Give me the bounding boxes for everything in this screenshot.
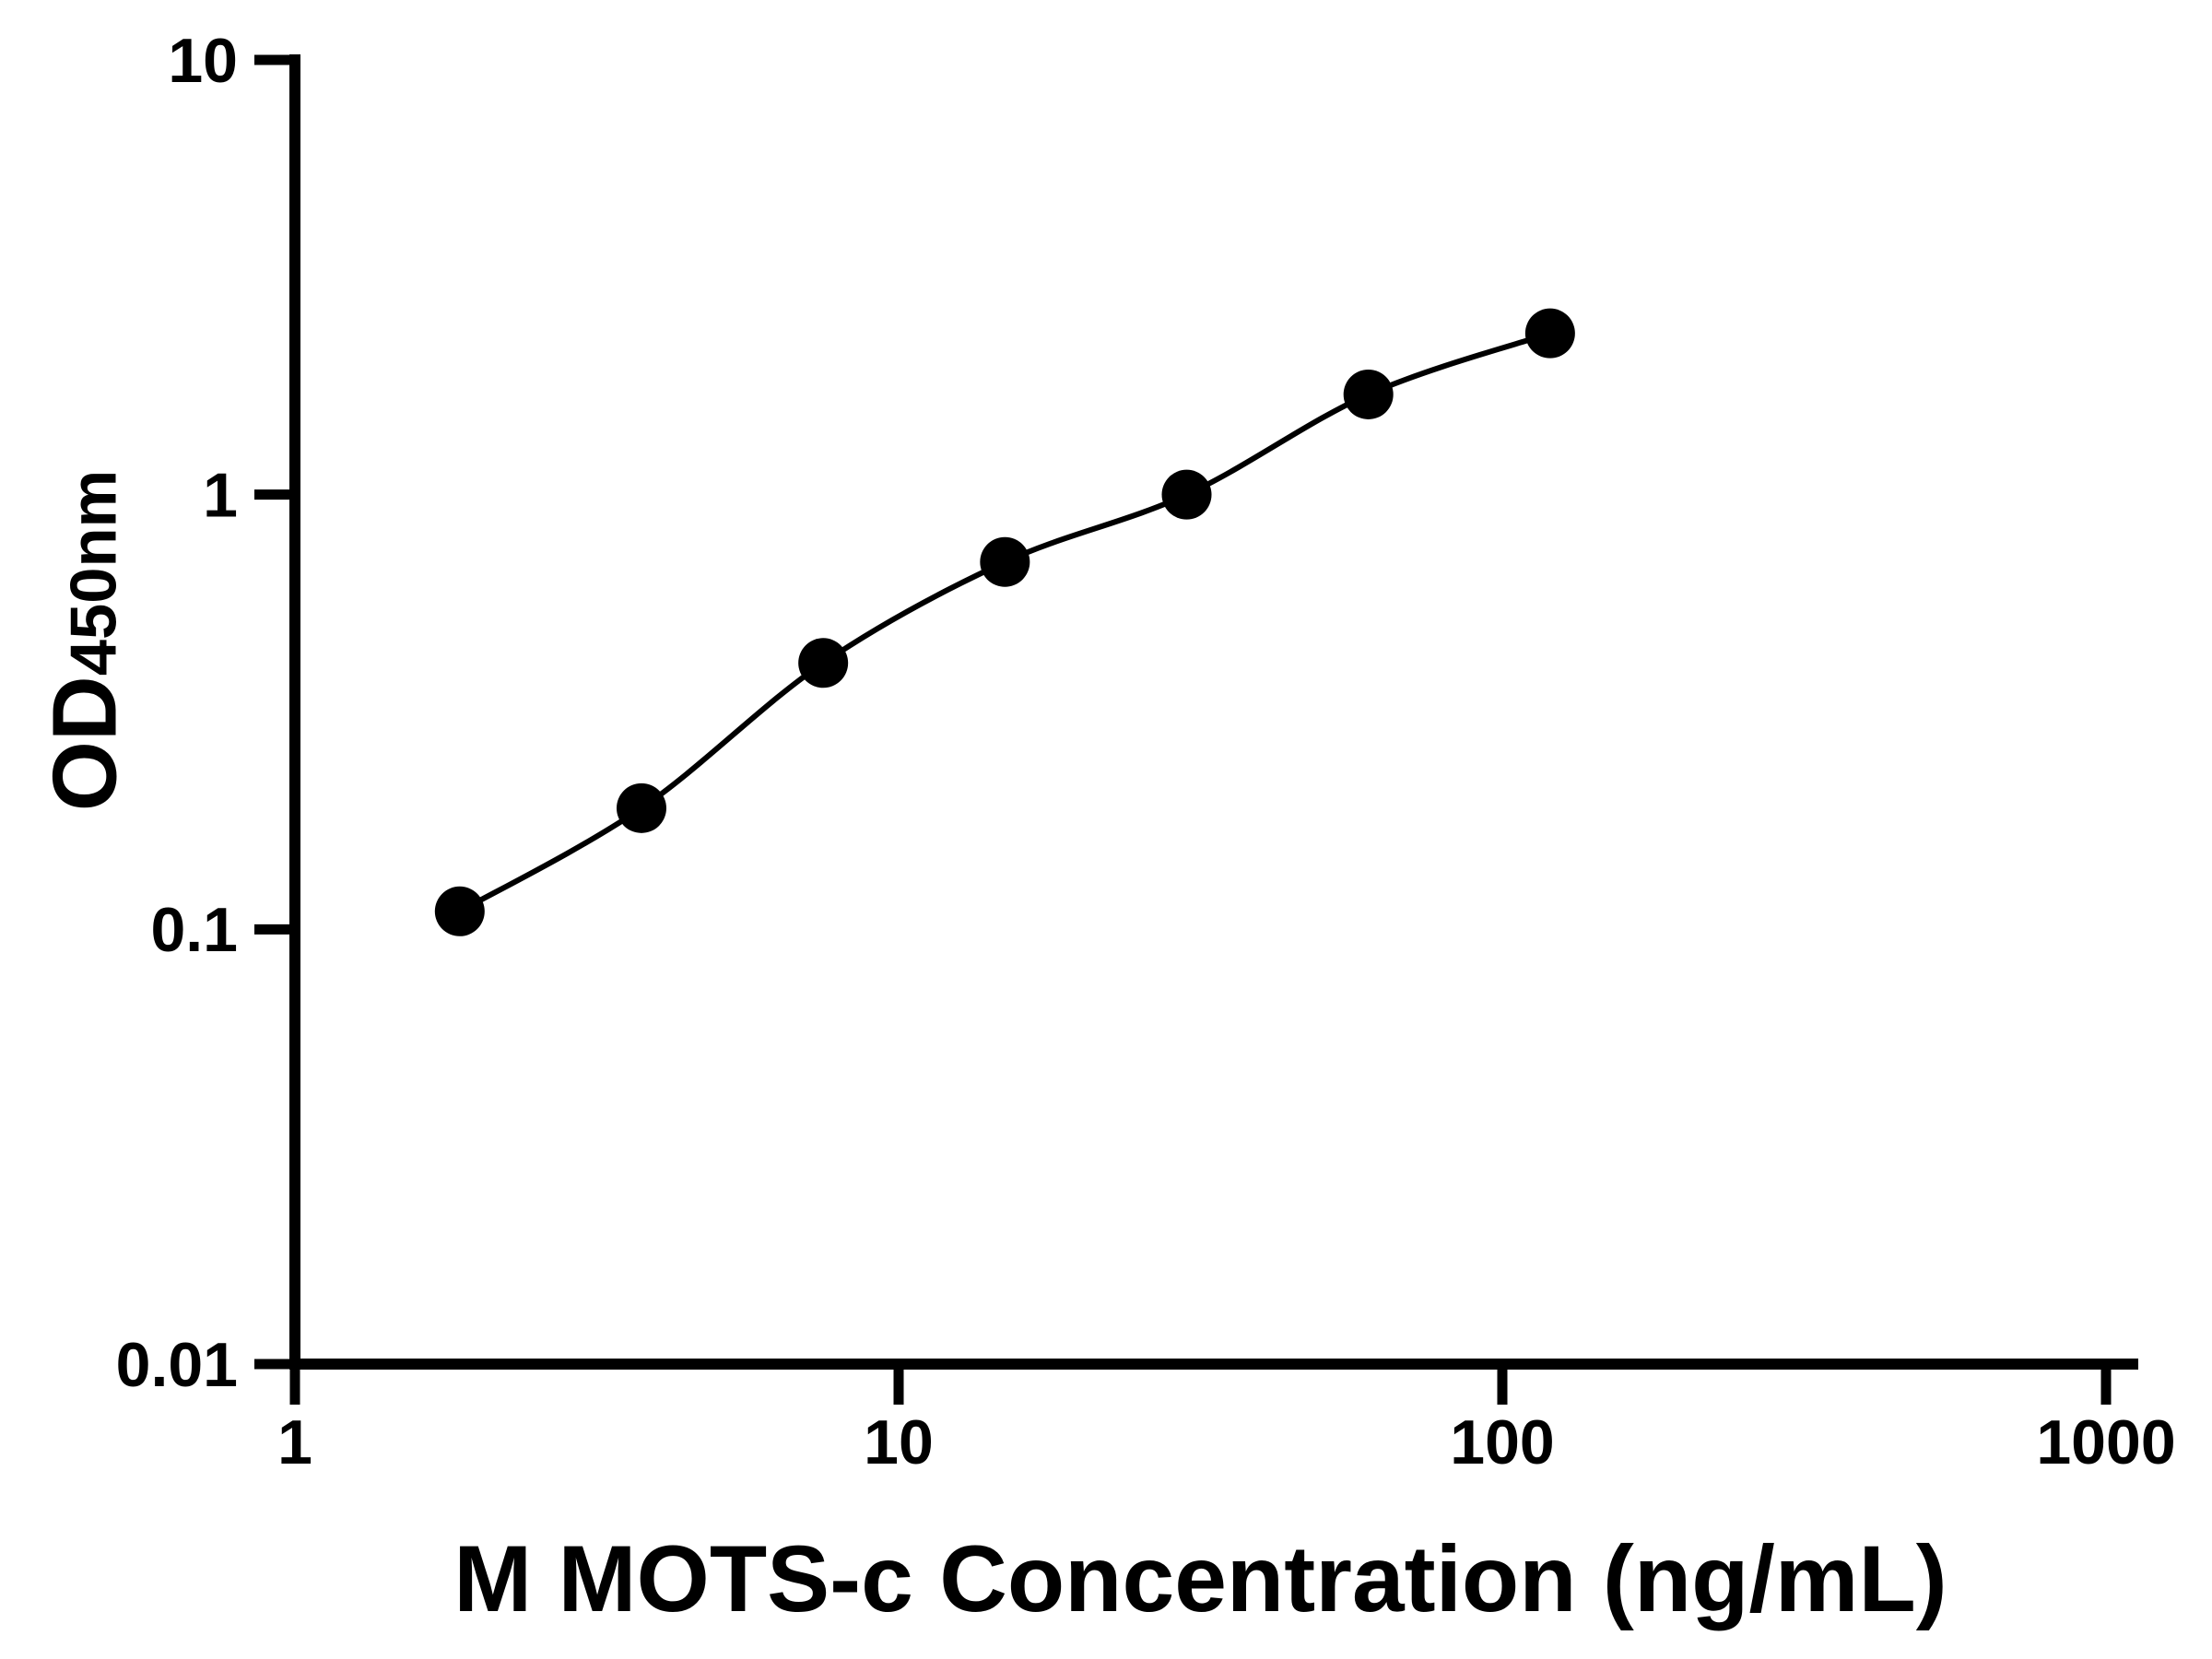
x-axis-label: M MOTS-c Concentration (ng/mL)	[453, 1526, 1947, 1631]
x-axis-tick-label: 10	[864, 1407, 934, 1477]
data-point	[980, 536, 1030, 587]
y-axis-label-sub: 450nm	[56, 469, 130, 677]
data-point	[434, 886, 485, 936]
data-point	[798, 638, 849, 688]
y-axis-label-main: OD	[33, 676, 135, 812]
x-axis-tick-label: 1	[277, 1407, 312, 1477]
axis-spine	[289, 54, 2138, 1370]
y-axis: 0.01 0.1 1 10	[116, 26, 289, 1400]
y-axis-label: OD450nm	[33, 470, 137, 812]
data-point	[1343, 369, 1394, 419]
x-axis: 1 10 100 1000	[277, 1370, 2176, 1477]
y-axis-tick-label: 10	[168, 26, 238, 96]
data-point	[1161, 469, 1212, 520]
x-axis-tick-label: 100	[1450, 1407, 1554, 1477]
y-axis-tick-label: 1	[203, 460, 238, 530]
x-axis-tick-label: 1000	[2036, 1407, 2175, 1477]
data-point	[616, 782, 666, 833]
y-axis-tick-label: 0.1	[150, 895, 238, 965]
y-axis-tick-label: 0.01	[116, 1330, 238, 1400]
data-point	[1524, 308, 1575, 359]
data-series	[434, 308, 1575, 936]
